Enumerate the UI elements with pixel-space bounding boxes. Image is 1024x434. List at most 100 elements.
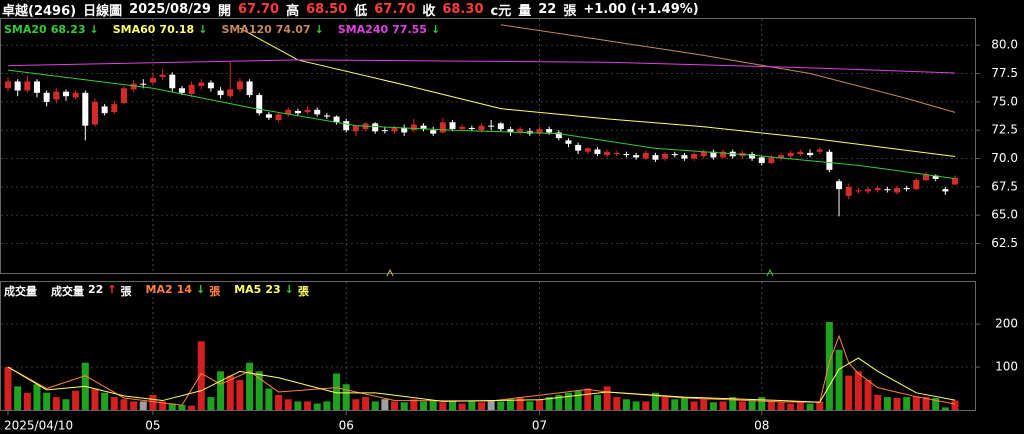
- volume-bar: [545, 397, 553, 410]
- legend-item: SMA60 70.18 ↓: [113, 23, 208, 36]
- candle-body: [169, 74, 176, 89]
- volume-bar: [632, 401, 640, 410]
- volume-bar: [52, 397, 60, 410]
- legend-value: 74.07: [275, 23, 311, 36]
- marker: [766, 268, 774, 277]
- volume-bar: [449, 401, 457, 410]
- candle-body: [207, 82, 214, 89]
- candle-body: [913, 180, 920, 190]
- volume-bar: [506, 399, 514, 410]
- volume-bar: [922, 397, 930, 410]
- candle-body: [246, 81, 253, 96]
- volume-bar: [603, 386, 611, 410]
- candle-body: [884, 189, 891, 191]
- volume-bar: [787, 403, 795, 410]
- volume-bar: [555, 394, 563, 410]
- header-item: 68.50: [306, 1, 348, 17]
- volume-bar: [478, 402, 485, 410]
- header-item: 低: [354, 3, 368, 19]
- candle-body: [53, 91, 60, 100]
- candle-body: [749, 154, 756, 159]
- y-tick-label: 65.0: [991, 208, 1018, 222]
- y-tick-label: 100: [995, 360, 1018, 374]
- volume-bar: [700, 399, 708, 410]
- candle-body: [294, 110, 301, 114]
- candle-body: [778, 155, 785, 159]
- volume-bar: [226, 375, 234, 410]
- header-item: 張: [563, 3, 577, 19]
- ma-line: [7, 334, 956, 406]
- volume-bar: [14, 386, 22, 410]
- volume-bar: [439, 402, 447, 410]
- candle-body: [613, 152, 620, 154]
- candle-body: [836, 181, 843, 190]
- volume-bar: [758, 397, 766, 410]
- volume-bar: [420, 401, 428, 410]
- volume-bar: [159, 401, 167, 410]
- candle-body: [575, 144, 582, 151]
- candle-body: [33, 81, 40, 93]
- candle-body: [420, 125, 427, 130]
- header-item: 日線圖: [83, 3, 123, 19]
- volume-bar: [806, 403, 814, 410]
- x-tick-label: 06: [339, 419, 354, 433]
- candle-body: [874, 188, 881, 191]
- volume-bar: [487, 400, 495, 410]
- volume-bar: [941, 407, 949, 410]
- volume-bar: [622, 399, 630, 410]
- candle-body: [546, 129, 553, 133]
- candle-body: [391, 127, 398, 132]
- y-tick-label: 62.5: [991, 236, 1018, 250]
- volume-bar: [574, 390, 582, 410]
- candle-body: [923, 174, 930, 181]
- volume-bar: [661, 397, 669, 410]
- candle-body: [314, 109, 321, 115]
- candle-body: [855, 190, 862, 192]
- legend-unit: 張: [120, 285, 132, 298]
- y-tick-label: 200: [995, 317, 1018, 331]
- candle-body: [120, 88, 127, 103]
- candle-body: [604, 151, 611, 156]
- volume-bar: [381, 399, 389, 410]
- volume-bar: [294, 401, 302, 410]
- candle-body: [768, 157, 775, 164]
- volume-bar: [651, 392, 659, 410]
- volume-bar: [4, 367, 12, 410]
- volume-bar: [951, 400, 959, 410]
- volume-bar: [284, 399, 292, 410]
- volume-bar: [738, 401, 746, 410]
- candle-body: [304, 109, 311, 113]
- header-item: 67.70: [237, 1, 280, 17]
- volume-bar: [767, 401, 775, 410]
- candle-body: [894, 188, 901, 193]
- candle-body: [275, 114, 282, 120]
- candle-body: [24, 81, 31, 91]
- volume-bar: [564, 392, 572, 410]
- legend-item: SMA240 77.55 ↓: [338, 23, 440, 36]
- volume-bar: [323, 401, 331, 410]
- volume-bar: [825, 321, 833, 410]
- header-item: 68.30: [442, 1, 484, 17]
- header-item: c元: [490, 3, 512, 19]
- legend-name: MA2: [145, 283, 173, 296]
- volume-bar: [893, 397, 901, 410]
- volume-bar: [139, 401, 147, 410]
- candle-body: [130, 83, 137, 90]
- volume-bar: [23, 392, 31, 410]
- header-item: 卓越(2496): [2, 3, 77, 19]
- volume-panel: [0, 281, 976, 411]
- candle-body: [903, 188, 910, 190]
- volume-bar: [680, 397, 688, 410]
- volume-bar: [391, 401, 399, 410]
- header-item: +1.00 (+1.49%): [583, 1, 699, 17]
- volume-bar: [690, 401, 698, 410]
- legend-name: SMA240: [337, 23, 389, 36]
- candle-body: [111, 104, 118, 113]
- candle-body: [459, 126, 466, 130]
- candle-body: [633, 155, 640, 158]
- legend-value: 22: [88, 283, 104, 296]
- candle-body: [691, 154, 698, 159]
- candle-body: [468, 127, 475, 130]
- candle-body: [72, 92, 79, 98]
- legend-value: 23: [265, 283, 281, 296]
